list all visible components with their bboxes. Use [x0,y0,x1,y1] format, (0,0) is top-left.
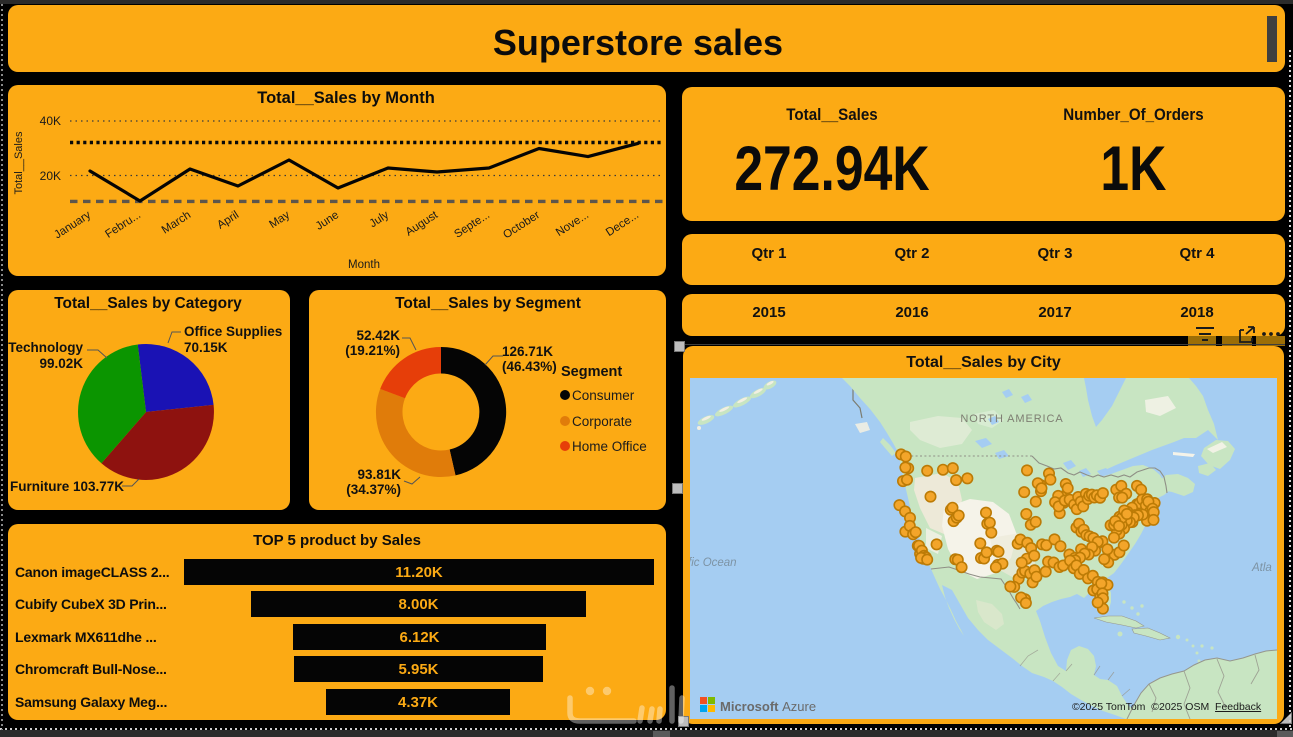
svg-text:fic Ocean: fic Ocean [690,557,737,569]
svg-text:126.71K: 126.71K [502,344,553,359]
svg-text:Month: Month [348,259,380,271]
svg-text:Total__Sales by Month: Total__Sales by Month [257,89,435,107]
svg-text:Septe...: Septe... [452,209,492,241]
svg-text:Nove...: Nove... [554,209,591,239]
svg-text:Total__Sales: Total__Sales [13,131,25,194]
svg-text:Total__Sales by Segment: Total__Sales by Segment [395,295,581,312]
svg-text:20K: 20K [40,169,61,183]
svg-text:52.42K: 52.42K [356,328,400,343]
svg-text:70.15K: 70.15K [184,340,228,355]
svg-text:99.02K: 99.02K [39,356,83,371]
svg-text:Atla: Atla [1251,562,1272,574]
svg-text:NORTH AMERICA: NORTH AMERICA [960,413,1063,425]
svg-text:Febru...: Febru... [103,209,143,241]
svg-text:March: March [160,209,193,236]
svg-text:Consumer: Consumer [572,388,635,403]
svg-text:Technology: Technology [8,340,83,355]
svg-text:June: June [314,209,341,233]
svg-text:August: August [404,209,441,239]
svg-text:Corporate: Corporate [572,414,632,429]
svg-text:40K: 40K [40,114,61,128]
svg-text:(34.37%): (34.37%) [346,482,401,497]
svg-text:Office Supplies: Office Supplies [184,324,282,339]
svg-text:January: January [52,209,93,241]
svg-text:Total__Sales by Category: Total__Sales by Category [54,295,242,312]
svg-text:April: April [215,209,241,232]
svg-text:(46.43%): (46.43%) [502,359,557,374]
svg-text:Home Office: Home Office [572,439,647,454]
svg-text:93.81K: 93.81K [357,467,401,482]
svg-text:October: October [501,209,542,241]
svg-text:Dece...: Dece... [604,209,641,239]
svg-text:(19.21%): (19.21%) [345,343,400,358]
svg-text:Segment: Segment [561,364,622,380]
svg-text:July: July [367,209,391,230]
svg-text:Furniture 103.77K: Furniture 103.77K [10,479,124,494]
svg-text:May: May [267,209,292,231]
